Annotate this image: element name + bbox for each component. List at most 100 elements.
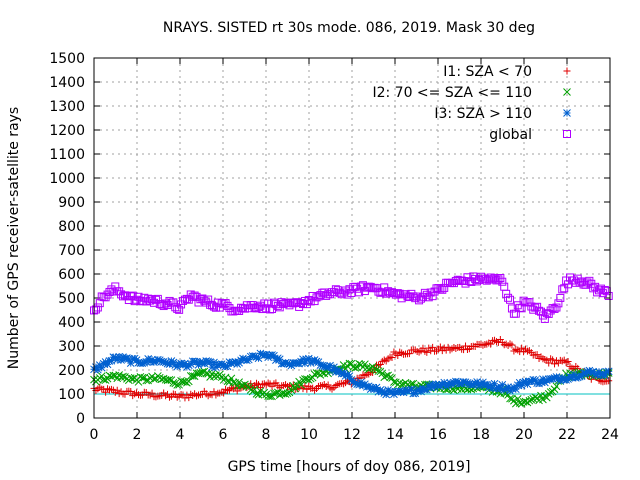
data-point bbox=[537, 378, 545, 386]
data-point bbox=[587, 368, 596, 377]
data-point bbox=[498, 277, 507, 286]
data-point bbox=[239, 354, 247, 363]
data-point bbox=[426, 383, 435, 392]
data-point bbox=[496, 385, 505, 393]
data-point bbox=[500, 282, 509, 291]
data-point bbox=[498, 380, 507, 389]
data-point bbox=[175, 360, 183, 368]
data-point bbox=[429, 343, 437, 351]
x-tick-label: 12 bbox=[343, 427, 361, 443]
data-point bbox=[148, 389, 156, 397]
data-point bbox=[564, 357, 572, 365]
data-point bbox=[411, 389, 420, 398]
data-point bbox=[490, 379, 499, 388]
data-point bbox=[97, 363, 106, 372]
data-point bbox=[521, 377, 530, 386]
data-point bbox=[121, 354, 129, 363]
data-point bbox=[372, 366, 381, 374]
data-point bbox=[393, 387, 402, 396]
data-point bbox=[279, 359, 288, 368]
data-point bbox=[127, 387, 135, 395]
series-layer bbox=[90, 272, 613, 408]
data-point bbox=[372, 383, 381, 392]
data-point bbox=[463, 379, 472, 387]
x-tick-label: 20 bbox=[515, 427, 533, 443]
data-point bbox=[165, 375, 174, 384]
data-point bbox=[434, 381, 443, 389]
data-point bbox=[549, 356, 557, 364]
x-tick-label: 0 bbox=[90, 427, 99, 443]
data-point bbox=[519, 378, 528, 387]
data-point bbox=[353, 380, 362, 388]
data-point bbox=[573, 373, 582, 382]
data-point bbox=[405, 350, 413, 358]
data-point bbox=[500, 385, 509, 394]
data-point bbox=[119, 372, 127, 381]
data-point bbox=[186, 360, 195, 368]
legend-marker bbox=[563, 109, 571, 117]
data-point bbox=[382, 390, 391, 399]
legend: I1: SZA < 70 I2: 70 <= SZA <= 110 I3: SZA … bbox=[372, 64, 571, 143]
data-point bbox=[593, 371, 601, 380]
data-point bbox=[301, 359, 309, 368]
data-point bbox=[574, 364, 582, 372]
data-point bbox=[124, 355, 133, 363]
data-point bbox=[208, 363, 216, 371]
x-tick-label: 14 bbox=[386, 427, 404, 443]
data-point bbox=[254, 354, 263, 363]
y-tick-label: 1100 bbox=[49, 147, 85, 163]
data-point bbox=[403, 387, 412, 395]
data-point bbox=[386, 373, 394, 382]
data-point bbox=[341, 371, 350, 380]
data-point bbox=[225, 358, 234, 366]
data-point bbox=[452, 344, 460, 352]
data-point bbox=[558, 285, 567, 294]
data-point bbox=[515, 378, 524, 387]
y-axis-label: Number of GPS receiver-satellite rays bbox=[6, 107, 22, 369]
y-tick-label: 1400 bbox=[49, 75, 85, 91]
data-point bbox=[270, 351, 278, 360]
data-point bbox=[314, 358, 323, 366]
data-point bbox=[316, 361, 325, 370]
data-point bbox=[250, 352, 259, 361]
y-tick-label: 600 bbox=[58, 267, 85, 283]
data-point bbox=[388, 353, 396, 361]
data-point bbox=[392, 350, 400, 358]
data-point bbox=[138, 373, 147, 382]
data-point bbox=[175, 380, 183, 389]
y-tick-label: 900 bbox=[58, 195, 85, 211]
y-tick-label: 100 bbox=[58, 387, 85, 403]
data-point bbox=[473, 378, 481, 386]
data-point bbox=[511, 385, 520, 394]
data-point bbox=[595, 367, 603, 376]
data-point bbox=[328, 366, 336, 375]
data-point bbox=[320, 362, 329, 370]
data-point bbox=[602, 367, 611, 376]
data-point bbox=[113, 355, 122, 364]
data-point bbox=[273, 354, 282, 363]
data-point bbox=[326, 361, 334, 370]
data-point bbox=[488, 384, 497, 393]
data-point bbox=[506, 340, 514, 348]
data-point bbox=[604, 291, 613, 300]
data-point bbox=[531, 376, 540, 385]
data-point bbox=[422, 385, 431, 394]
data-point bbox=[260, 351, 269, 359]
data-point bbox=[94, 365, 102, 374]
data-point bbox=[451, 377, 460, 386]
y-tick-label: 700 bbox=[58, 243, 85, 259]
x-tick-label: 18 bbox=[472, 427, 490, 443]
data-point bbox=[545, 359, 553, 367]
data-point bbox=[312, 369, 321, 377]
data-point bbox=[527, 395, 536, 404]
x-tick-label: 8 bbox=[262, 427, 271, 443]
x-tick-label: 24 bbox=[601, 427, 619, 443]
data-point bbox=[144, 355, 153, 363]
data-point bbox=[161, 375, 170, 384]
data-point bbox=[175, 305, 184, 314]
data-point bbox=[556, 376, 565, 385]
data-point bbox=[510, 347, 518, 355]
data-point bbox=[104, 385, 112, 393]
y-tick-label: 1000 bbox=[49, 171, 85, 187]
data-point bbox=[382, 371, 391, 380]
